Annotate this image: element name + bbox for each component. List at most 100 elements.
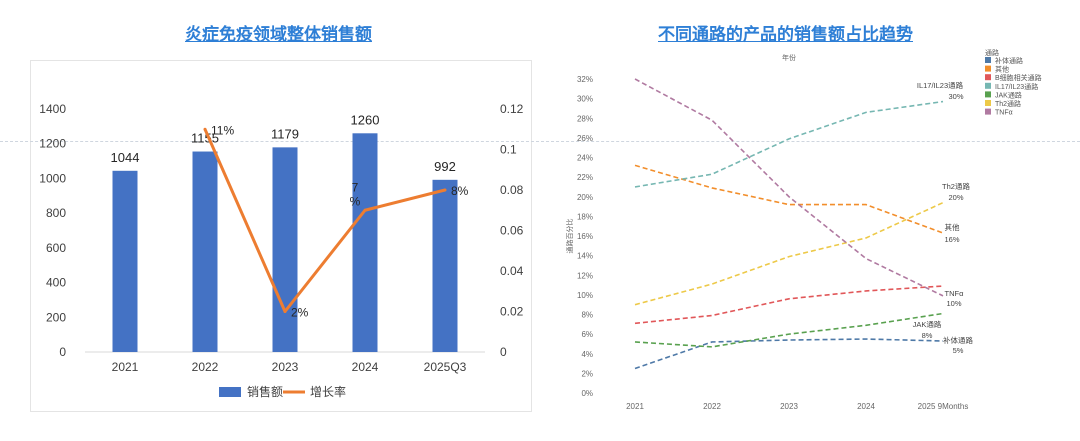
legend-swatch [985,91,991,98]
right-y-tick-label: 0.1 [500,143,517,157]
pct-y-tick-label: 30% [577,95,593,104]
left-y-tick-label: 1400 [39,102,66,116]
pathway-trend-line [634,78,944,297]
left-chart-title: 炎症免疫领域整体销售额 [185,25,372,45]
legend-swatch [985,57,991,63]
legend-sales-label: 销售额 [247,384,283,399]
legend-swatch [985,82,991,89]
growth-rate-point [283,310,287,313]
pathway-end-label: IL17/IL23通路 [917,80,964,90]
growth-rate-point [203,127,207,131]
left-y-tick-label: 600 [46,241,66,255]
year-x-tick-label: 2022 [703,402,721,411]
legend-item-label: JAK通路 [995,90,1022,99]
pct-y-tick-label: 20% [577,193,593,202]
pathway-end-label: Th2通路 [942,181,970,191]
sales-bar-value-label: 1044 [111,150,140,165]
pct-y-tick-label: 4% [581,350,593,359]
sales-bar [192,151,218,352]
y-axis-title: 通路百分比 [565,219,574,254]
pct-y-tick-label: 26% [577,134,593,143]
right-chart-title: 不同通路的产品的销售额占比趋势 [658,25,913,45]
pct-y-tick-label: 10% [577,291,593,300]
left-y-tick-label: 800 [46,206,66,220]
growth-rate-label: % [350,194,361,208]
pathway-end-label: TNFα [945,289,965,298]
sales-bar-value-label: 1179 [271,126,299,141]
year-x-tick-label: 2023 [780,402,798,411]
pct-y-tick-label: 22% [577,173,593,182]
pct-y-tick-label: 18% [577,212,593,221]
pct-y-tick-label: 0% [581,389,593,398]
left-y-tick-label: 400 [46,276,66,290]
growth-rate-label: 7 [352,180,359,194]
legend-title: 通路 [985,48,999,57]
divider-dashed-line [0,141,1080,142]
growth-rate-label: 2% [291,306,309,320]
growth-rate-label: 8% [451,184,469,198]
left-y-tick-label: 1000 [39,171,66,185]
pathway-end-label: JAK通路 [913,319,942,329]
pct-y-tick-label: 8% [581,311,593,320]
left-chart-frame [30,60,532,412]
legend-swatch [985,65,991,72]
sales-bar [352,133,378,352]
pathway-trend-line [634,201,944,306]
pathway-end-value: 20% [948,193,963,202]
pct-y-tick-label: 6% [581,330,593,339]
pct-y-tick-label: 16% [577,232,593,241]
pathway-trend-line [634,338,944,370]
x-tick-label: 2022 [192,360,219,374]
x-tick-label: 2024 [352,360,379,374]
pathway-end-value: 10% [946,299,961,308]
pathway-end-value: 5% [953,346,964,355]
legend-item-label: 补体通路 [995,56,1023,65]
sales-bar-value-label: 992 [434,159,456,174]
pathway-trend-line [634,312,944,348]
right-y-tick-label: 0.08 [500,183,524,197]
legend-item-label: TNFα [995,110,1013,117]
year-x-tick-label: 2025 9Months [918,402,969,411]
left-y-tick-label: 200 [46,310,66,324]
x-tick-label: 2023 [272,360,299,374]
growth-rate-line [203,128,446,313]
legend-sales-swatch [219,387,241,397]
pct-y-tick-label: 2% [581,369,593,378]
pathway-end-value: 8% [922,331,933,340]
legend-swatch [985,74,991,81]
x-tick-label: 2025Q3 [424,360,467,374]
pathway-end-value: 30% [948,92,963,101]
pathway-trend-line [634,100,944,188]
pct-y-tick-label: 32% [577,75,593,84]
x-axis-title: 年份 [782,53,796,62]
legend-item-label: IL17/IL23通路 [995,82,1038,91]
legend-swatch [985,100,991,106]
sales-bar-value-label: 1260 [351,112,380,127]
pathway-trend-line [634,285,944,325]
pct-y-tick-label: 12% [577,271,593,280]
right-y-tick-label: 0.02 [500,305,524,319]
pathway-trend-line [634,164,944,234]
legend-swatch [985,108,991,115]
pathway-end-value: 16% [944,235,959,244]
year-x-tick-label: 2021 [626,402,644,411]
right-y-tick-label: 0.04 [500,264,524,278]
x-tick-label: 2021 [112,360,139,374]
right-y-tick-label: 0 [500,345,507,359]
growth-rate-point [363,208,367,212]
sales-bar [432,179,458,352]
left-y-tick-label: 0 [59,345,66,359]
pathway-end-label: 补体通路 [943,335,973,345]
pct-y-tick-label: 24% [577,154,593,163]
sales-bar [272,147,298,352]
legend-item-label: Th2通路 [995,99,1021,108]
pct-y-tick-label: 28% [577,114,593,123]
right-y-tick-label: 0.06 [500,224,524,238]
right-y-tick-label: 0.12 [500,102,524,116]
pathway-end-label: 其他 [945,222,960,232]
legend-growth-label: 增长率 [310,384,346,399]
legend-item-label: B细胞相关通路 [995,73,1042,82]
growth-rate-point [443,188,447,192]
growth-rate-label: 11% [211,123,234,137]
